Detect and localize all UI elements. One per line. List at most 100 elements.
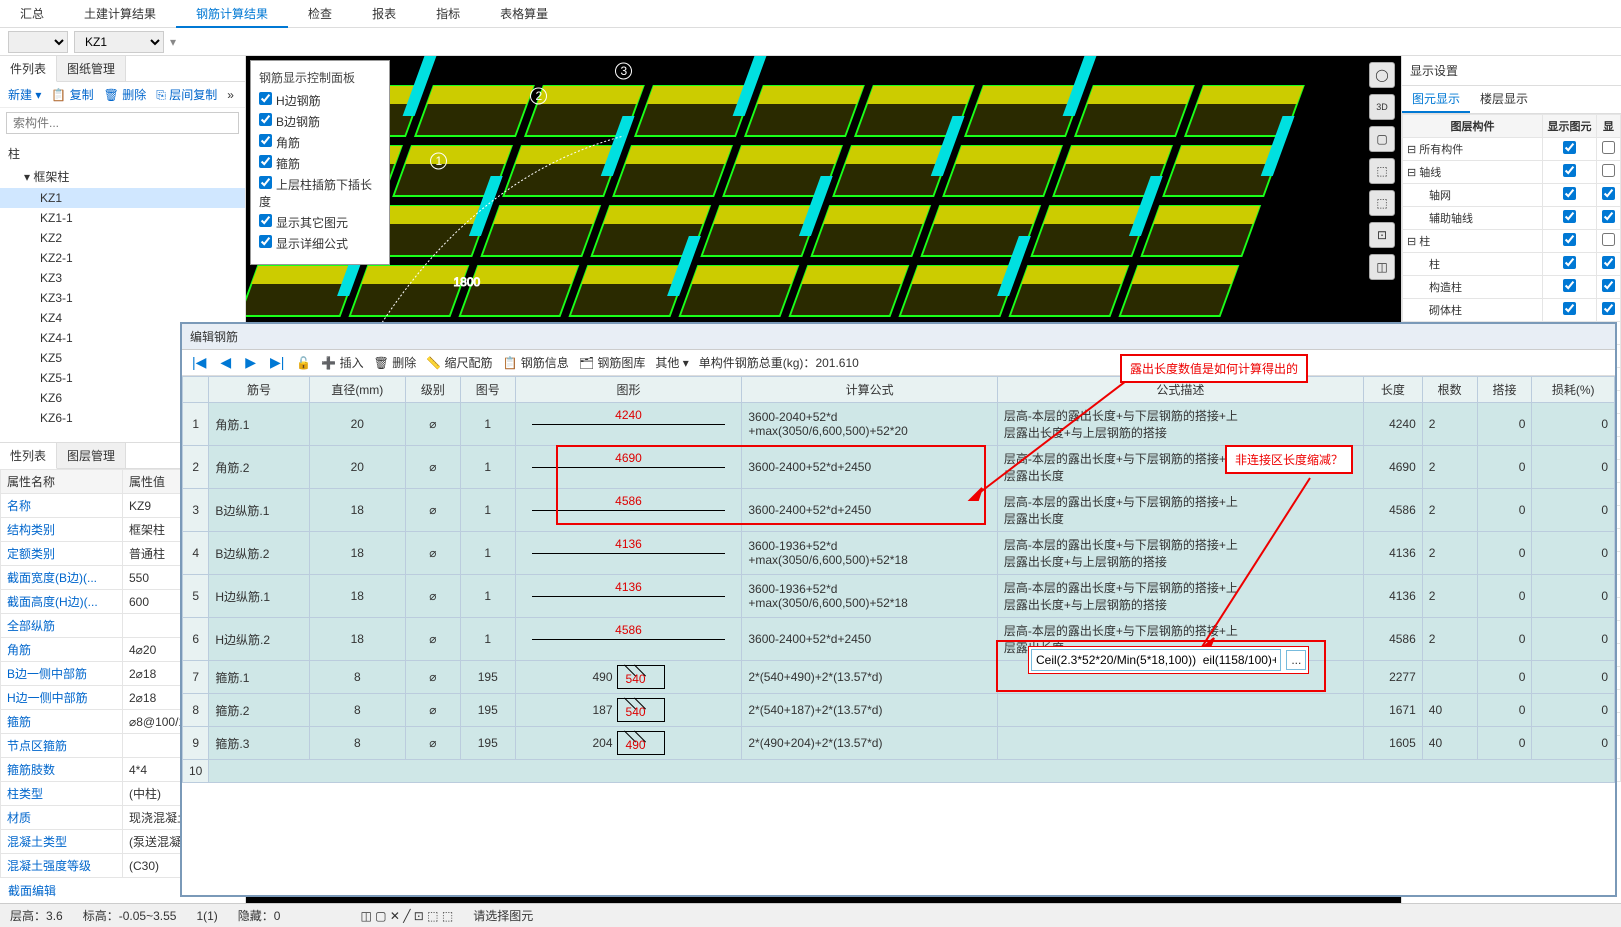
- grid-row[interactable]: 6 H边纵筋.218⌀1 4586 3600-2400+52*d+2450 层高…: [183, 618, 1615, 661]
- top-tab-3[interactable]: 检查: [288, 0, 352, 28]
- selector-row: KZ1 ▾: [0, 28, 1621, 56]
- grid-row[interactable]: 2 角筋.220⌀1 4690 3600-2400+52*d+2450 层高-本…: [183, 446, 1615, 489]
- other-button[interactable]: 其他 ▾: [655, 354, 688, 371]
- grid-row[interactable]: 4 B边纵筋.218⌀1 4136 3600-1936+52*d +max(30…: [183, 532, 1615, 575]
- layer-copy-button[interactable]: ⎘ 层间复制: [156, 86, 217, 103]
- tree-item[interactable]: KZ2-1: [0, 248, 245, 268]
- section-icon[interactable]: ◫: [1369, 254, 1395, 280]
- grid-row[interactable]: 8 箍筋.28⌀195 187540 2*(540+187)+2*(13.57*…: [183, 694, 1615, 727]
- top-tabs: 汇总土建计算结果钢筋计算结果检查报表指标表格算量: [0, 0, 1621, 28]
- panel-title: 钢筋显示控制面板: [259, 69, 381, 86]
- layer-row[interactable]: 轴网: [1403, 184, 1621, 207]
- grid-header: 直径(mm): [309, 377, 405, 403]
- grid-row[interactable]: 1 角筋.120⌀1 4240 3600-2040+52*d +max(3050…: [183, 403, 1615, 446]
- rebar-grid[interactable]: 筋号直径(mm)级别图号图形计算公式公式描述长度根数搭接损耗(%) 1 角筋.1…: [182, 376, 1615, 783]
- grid-header: 搭接: [1477, 377, 1532, 403]
- tree-item[interactable]: KZ1: [0, 188, 245, 208]
- dialog-toolbar: |◀ ◀ ▶ ▶| 🔓 ➕ 插入 🗑 删除 📏 缩尺配筋 📋 钢筋信息 🗂 钢筋…: [182, 350, 1615, 376]
- svg-text:1800: 1800: [454, 275, 481, 289]
- svg-text:2: 2: [536, 89, 543, 103]
- grid-header: 图号: [460, 377, 515, 403]
- rebar-checkbox[interactable]: H边钢筋: [259, 92, 381, 109]
- first-icon[interactable]: |◀: [190, 354, 208, 371]
- info-button[interactable]: 📋 钢筋信息: [503, 354, 569, 371]
- selector-1[interactable]: [8, 31, 68, 53]
- tab-properties[interactable]: 性列表: [0, 443, 57, 469]
- top-tab-1[interactable]: 土建计算结果: [64, 0, 176, 28]
- layer-row[interactable]: 辅助轴线: [1403, 207, 1621, 230]
- more-icon[interactable]: »: [227, 88, 234, 102]
- scale-button[interactable]: 📏 缩尺配筋: [426, 354, 492, 371]
- grid-header: 图形: [515, 377, 742, 403]
- rebar-checkbox[interactable]: 显示详细公式: [259, 235, 381, 252]
- copy-button[interactable]: 📋 复制: [51, 86, 93, 103]
- insert-button[interactable]: ➕ 插入: [321, 354, 363, 371]
- tab-component-list[interactable]: 件列表: [0, 56, 57, 82]
- layer-row[interactable]: 砌体柱: [1403, 299, 1621, 322]
- grid-row[interactable]: 5 H边纵筋.118⌀1 4136 3600-1936+52*d +max(30…: [183, 575, 1615, 618]
- svg-text:1: 1: [436, 154, 443, 168]
- top-tab-4[interactable]: 报表: [352, 0, 416, 28]
- ellipsis-button[interactable]: ...: [1286, 650, 1306, 670]
- layer-row[interactable]: 柱: [1403, 253, 1621, 276]
- tab-element-display[interactable]: 图元显示: [1402, 86, 1470, 113]
- box-icon[interactable]: ⬚: [1369, 158, 1395, 184]
- delete-button[interactable]: 🗑 删除: [104, 86, 147, 103]
- tree-item[interactable]: KZ3-1: [0, 288, 245, 308]
- grid-row[interactable]: 9 箍筋.38⌀195 204490 2*(490+204)+2*(13.57*…: [183, 727, 1615, 760]
- view-3d-icon[interactable]: 3D: [1369, 94, 1395, 120]
- search-input[interactable]: [6, 112, 239, 134]
- top-tab-0[interactable]: 汇总: [0, 0, 64, 28]
- last-icon[interactable]: ▶|: [268, 354, 286, 371]
- dialog-title: 编辑钢筋: [182, 324, 1615, 350]
- layer-row[interactable]: 构造柱: [1403, 276, 1621, 299]
- tree-item[interactable]: KZ3: [0, 268, 245, 288]
- lock-icon[interactable]: 🔓: [296, 356, 311, 370]
- layer-row[interactable]: ⊟ 轴线: [1403, 161, 1621, 184]
- tree-item[interactable]: KZ2: [0, 228, 245, 248]
- svg-text:3: 3: [621, 64, 628, 78]
- prev-icon[interactable]: ◀: [218, 354, 233, 371]
- tree-item[interactable]: KZ1-1: [0, 208, 245, 228]
- tab-drawing-mgmt[interactable]: 图纸管理: [57, 56, 126, 81]
- rebar-checkbox[interactable]: 上层柱插筋下插长度: [259, 176, 381, 210]
- lib-button[interactable]: 🗂 钢筋图库: [579, 354, 646, 371]
- grid-row[interactable]: 3 B边纵筋.118⌀1 4586 3600-2400+52*d+2450 层高…: [183, 489, 1615, 532]
- top-tab-2[interactable]: 钢筋计算结果: [176, 0, 288, 28]
- formula-input[interactable]: [1031, 649, 1281, 671]
- rebar-checkbox[interactable]: 角筋: [259, 134, 381, 151]
- tree-group[interactable]: ▾ 框架柱: [0, 165, 245, 188]
- annotation-q1: 露出长度数值是如何计算得出的: [1120, 354, 1308, 383]
- grid-row[interactable]: 7 箍筋.18⌀195 490540 2*(540+490)+2*(13.57*…: [183, 661, 1615, 694]
- edit-rebar-dialog: 编辑钢筋 |◀ ◀ ▶ ▶| 🔓 ➕ 插入 🗑 删除 📏 缩尺配筋 📋 钢筋信息…: [180, 322, 1617, 897]
- tab-layer-mgmt[interactable]: 图层管理: [57, 443, 126, 468]
- weight-label: 单构件钢筋总重(kg)：201.610: [699, 354, 859, 371]
- grid-header: 筋号: [209, 377, 309, 403]
- rebar-checkbox[interactable]: 箍筋: [259, 155, 381, 172]
- grid-header: 长度: [1363, 377, 1422, 403]
- top-tab-5[interactable]: 指标: [416, 0, 480, 28]
- grid-header: 级别: [405, 377, 460, 403]
- delete-button[interactable]: 🗑 删除: [374, 354, 417, 371]
- dash-icon[interactable]: ⬚: [1369, 190, 1395, 216]
- status-bar: 层高：3.6 标高：-0.05~3.55 1(1) 隐藏：0 ◫ ▢ ✕ ╱ ⊡…: [0, 903, 1621, 927]
- rebar-checkbox[interactable]: 显示其它图元: [259, 214, 381, 231]
- rebar-checkbox[interactable]: B边钢筋: [259, 113, 381, 130]
- tab-floor-display[interactable]: 楼层显示: [1470, 86, 1538, 113]
- next-icon[interactable]: ▶: [243, 354, 258, 371]
- tree-root[interactable]: 柱: [0, 142, 245, 165]
- crop-icon[interactable]: ⊡: [1369, 222, 1395, 248]
- selector-kz[interactable]: KZ1: [74, 31, 164, 53]
- rebar-display-panel: 钢筋显示控制面板 H边钢筋 B边钢筋角筋箍筋上层柱插筋下插长度显示其它图元显示详细…: [250, 60, 390, 265]
- view-tools: ◯ 3D ▢ ⬚ ⬚ ⊡ ◫: [1369, 62, 1395, 280]
- display-title: 显示设置: [1402, 56, 1621, 86]
- orbit-icon[interactable]: ◯: [1369, 62, 1395, 88]
- grid-header: 损耗(%): [1532, 377, 1615, 403]
- new-button[interactable]: 新建 ▾: [8, 86, 41, 103]
- cube-icon[interactable]: ▢: [1369, 126, 1395, 152]
- layer-row[interactable]: ⊟ 柱: [1403, 230, 1621, 253]
- top-tab-6[interactable]: 表格算量: [480, 0, 568, 28]
- formula-editor[interactable]: ...: [1028, 646, 1309, 674]
- grid-header: 根数: [1422, 377, 1477, 403]
- layer-row[interactable]: ⊟ 所有构件: [1403, 138, 1621, 161]
